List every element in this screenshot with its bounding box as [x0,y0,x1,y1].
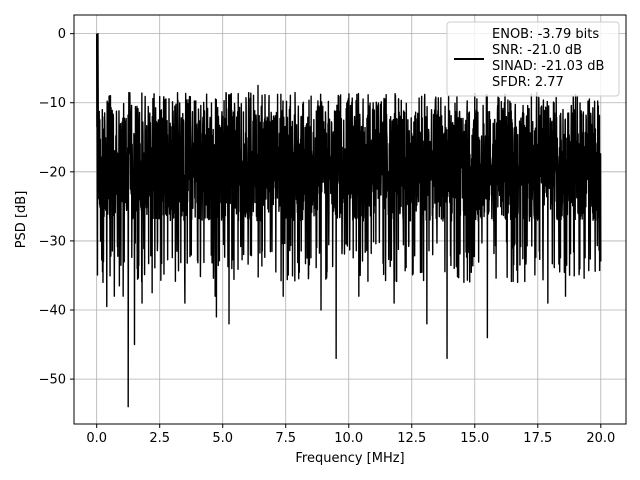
legend-line-2: SNR: -21.0 dB [492,43,582,58]
y-tick-label: −50 [39,373,66,388]
legend: ENOB: -3.79 bits SNR: -21.0 dB SINAD: -2… [446,21,620,97]
y-tick-label: −20 [39,165,66,180]
legend-box [446,21,620,97]
x-tick-label: 10.0 [334,431,363,446]
x-tick-label: 7.5 [275,431,296,446]
y-tick-label: −40 [39,304,66,319]
x-tick-label: 2.5 [149,431,170,446]
x-axis-label: Frequency [MHz] [295,451,404,466]
x-tick-label: 0.0 [86,431,107,446]
y-tick-label: −30 [39,234,66,249]
legend-line-1: ENOB: -3.79 bits [492,27,599,42]
x-tick-label: 5.0 [212,431,233,446]
series-line-group [95,32,602,408]
psd-series-line [95,32,602,408]
y-axis: 0 −10 −20 −30 −40 −50 [39,27,74,388]
x-tick-label: 17.5 [523,431,552,446]
x-tick-label: 20.0 [586,431,615,446]
x-tick-label: 12.5 [397,431,426,446]
y-axis-label: PSD [dB] [14,191,29,249]
plot-frame [73,14,627,425]
y-tick-label: −10 [39,96,66,111]
x-axis: 0.0 2.5 5.0 7.5 10.0 12.5 15.0 17.5 20.0 [86,424,615,446]
y-tick-label: 0 [58,27,66,42]
x-tick-label: 15.0 [460,431,489,446]
legend-line-3: SINAD: -21.03 dB [492,59,604,74]
legend-line-4: SFDR: 2.77 [492,75,564,90]
